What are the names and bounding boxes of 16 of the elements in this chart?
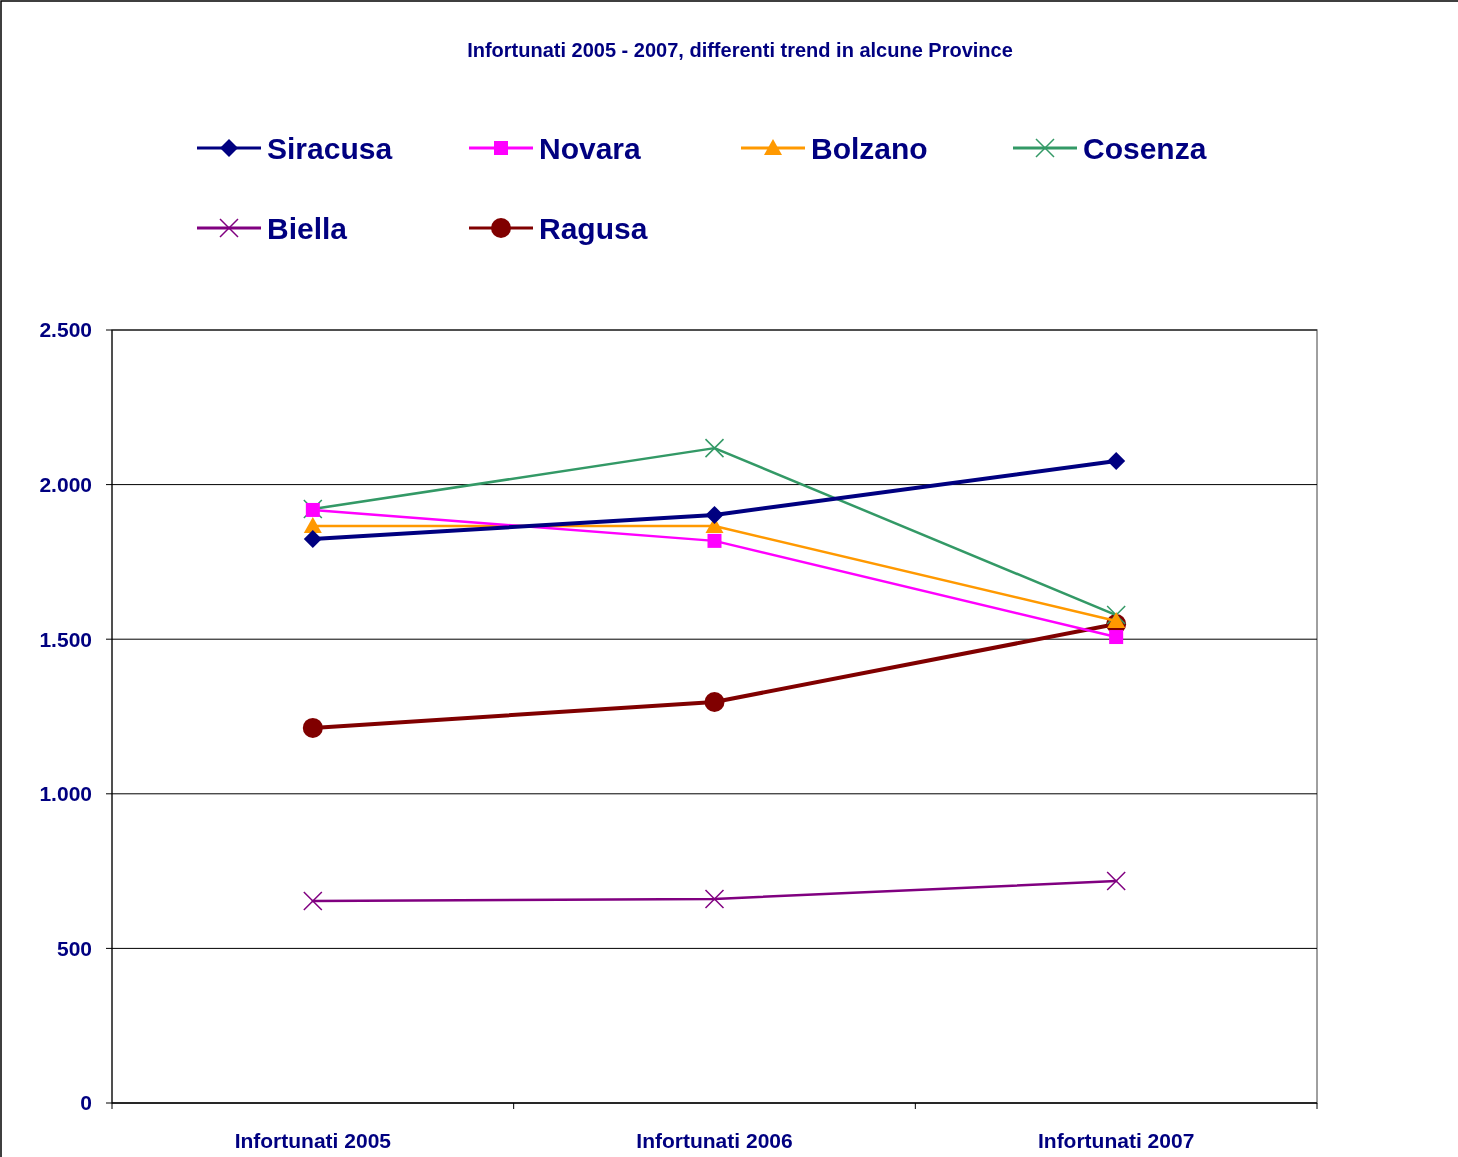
chart-title: Infortunati 2005 - 2007, differenti trend in alcune Province	[467, 39, 1013, 61]
y-tick-label: 2.500	[39, 318, 92, 342]
y-tick-label: 0	[80, 1091, 92, 1115]
legend-label: Cosenza	[1083, 132, 1207, 165]
y-tick-label: 1.500	[39, 627, 92, 651]
x-tick-label: Infortunati 2005	[234, 1129, 392, 1152]
legend-label: Biella	[267, 212, 348, 245]
legend-label: Bolzano	[811, 132, 928, 165]
legend-label: Novara	[539, 132, 642, 165]
legend-label: Ragusa	[539, 212, 648, 245]
x-tick-label: Infortunati 2007	[1037, 1129, 1195, 1152]
y-tick-label: 2.000	[39, 472, 92, 496]
y-tick-label: 1.000	[39, 782, 92, 806]
y-tick-label: 500	[56, 936, 92, 960]
x-tick-label: Infortunati 2006	[636, 1129, 793, 1152]
legend-label: Siracusa	[267, 132, 393, 165]
